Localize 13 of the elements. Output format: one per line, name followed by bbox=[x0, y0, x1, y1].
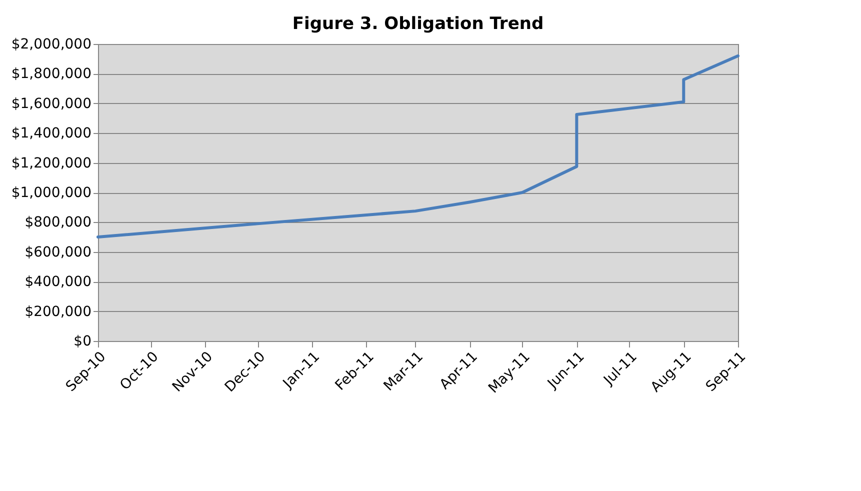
y-tick-label: $1,600,000 bbox=[11, 96, 92, 112]
y-tick-label: $400,000 bbox=[24, 274, 92, 290]
y-tick-label: $1,800,000 bbox=[11, 66, 92, 82]
line-series bbox=[96, 54, 740, 239]
y-tick-label: $200,000 bbox=[24, 304, 92, 320]
y-tick-label: $1,400,000 bbox=[11, 126, 92, 142]
y-tick-label: $1,200,000 bbox=[11, 155, 92, 172]
chart-title: Figure 3. Obligation Trend bbox=[292, 14, 544, 34]
y-tick-label: $1,000,000 bbox=[11, 185, 92, 201]
y-tick-label: $0 bbox=[74, 334, 92, 350]
y-tick-label: $2,000,000 bbox=[11, 36, 92, 52]
y-tick-label: $600,000 bbox=[24, 244, 92, 260]
y-tick-label: $800,000 bbox=[24, 214, 92, 231]
